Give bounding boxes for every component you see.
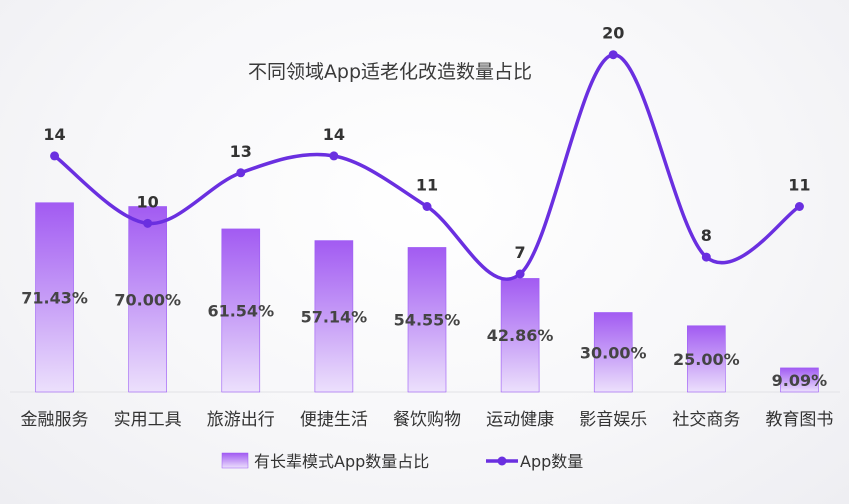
legend-bar-swatch <box>221 452 249 469</box>
bar <box>35 202 74 393</box>
bar <box>687 325 726 393</box>
line-point <box>515 269 525 279</box>
bar <box>407 247 447 393</box>
x-tick-label: 餐饮购物 <box>393 410 461 430</box>
app-count-line <box>52 52 802 281</box>
bar-value-label: 9.09% <box>772 371 828 390</box>
line-value-label: 11 <box>788 176 810 195</box>
line-point <box>422 202 432 211</box>
line-value-label: 8 <box>701 226 712 245</box>
line-point <box>794 202 804 211</box>
bar <box>780 367 819 393</box>
x-tick-label: 便捷生活 <box>300 410 368 430</box>
legend-line-label: App数量 <box>520 452 583 471</box>
x-tick-label: 社交商务 <box>672 410 740 430</box>
line-value-label: 20 <box>602 24 624 43</box>
line-value-label: 11 <box>416 176 438 195</box>
x-tick-label: 金融服务 <box>21 410 89 430</box>
bar-value-labels: 71.43% 70.00% 61.54% 57.14% 54.55% 42.86% 30.0… <box>21 288 827 390</box>
line-points <box>50 50 804 279</box>
legend: 有长辈模式App数量占比 App数量 <box>221 452 583 471</box>
bar-value-label: 71.43% <box>21 288 88 307</box>
bar-value-label: 70.00% <box>114 290 181 309</box>
line-value-label: 10 <box>137 192 159 211</box>
legend-line-marker <box>497 456 507 466</box>
line-value-label: 13 <box>230 142 252 161</box>
x-tick-label: 运动健康 <box>486 410 554 430</box>
line-point <box>701 252 711 262</box>
bar-value-label: 30.00% <box>580 343 647 362</box>
line-value-label: 14 <box>323 125 345 144</box>
line-point <box>236 168 246 178</box>
bar <box>221 228 261 393</box>
bar-value-label: 57.14% <box>301 307 368 326</box>
bar-value-label: 42.86% <box>487 326 554 345</box>
bar <box>500 278 540 393</box>
x-tick-labels: 金融服务 实用工具 旅游出行 便捷生活 餐饮购物 运动健康 影音娱乐 社交商务 教育图书 <box>21 410 834 430</box>
line-value-label: 7 <box>515 243 526 262</box>
line-value-labels: 14 10 13 14 11 7 20 8 11 <box>43 24 810 262</box>
line-point <box>329 151 339 161</box>
x-tick-label: 旅游出行 <box>207 410 275 430</box>
bar-value-label: 25.00% <box>673 350 740 369</box>
x-tick-label: 影音娱乐 <box>579 410 647 430</box>
x-tick-label: 实用工具 <box>114 410 182 430</box>
chart-title: 不同领域App适老化改造数量占比 <box>248 61 532 83</box>
line-point <box>50 151 60 161</box>
bar <box>128 206 167 393</box>
line-value-label: 14 <box>43 125 65 144</box>
bar <box>593 312 633 393</box>
bar-value-label: 54.55% <box>394 311 461 330</box>
x-tick-label: 教育图书 <box>765 410 833 430</box>
bar-series <box>35 202 819 393</box>
line-point <box>143 218 153 228</box>
legend-bar-label: 有长辈模式App数量占比 <box>254 452 429 471</box>
line-point <box>608 50 618 60</box>
bar <box>314 240 354 393</box>
bar-value-label: 61.54% <box>207 301 274 320</box>
